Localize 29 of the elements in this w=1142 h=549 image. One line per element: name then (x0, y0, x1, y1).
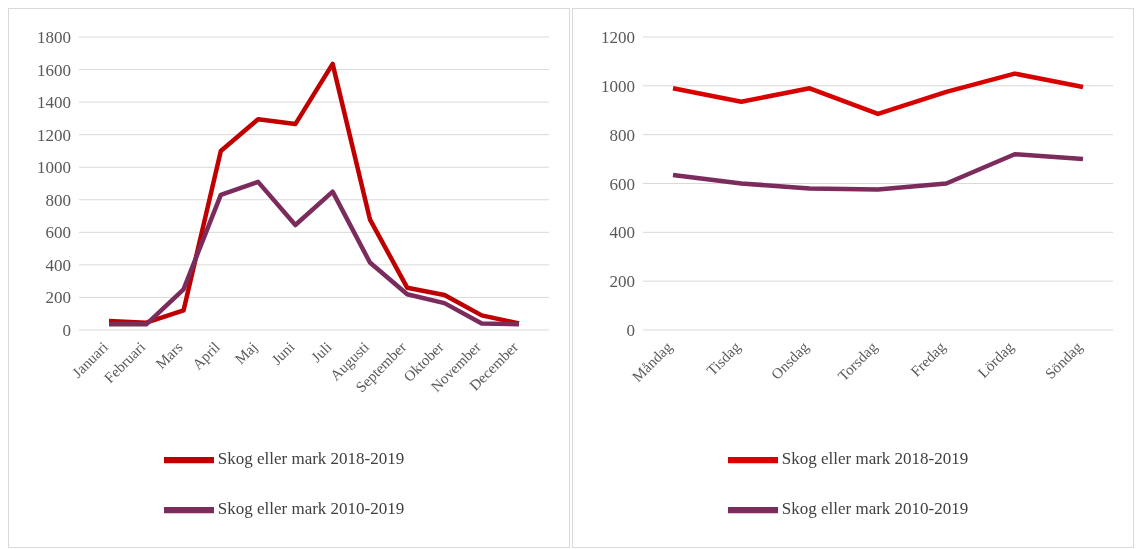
line-series (106, 179, 522, 327)
y-tick-label: 200 (45, 288, 71, 308)
legend-label: Skog eller mark 2018-2019 (781, 448, 969, 468)
legend-label: Skog eller mark 2010-2019 (217, 498, 405, 518)
y-tick-label: 600 (609, 174, 635, 194)
y-tick-label: 400 (609, 223, 635, 243)
y-tick-label: 1600 (37, 60, 71, 80)
line-series (106, 61, 522, 326)
x-tick-label: Juli (308, 338, 335, 366)
x-tick-label: Mars (152, 338, 186, 372)
line-series (670, 151, 1086, 192)
y-tick-label: 1400 (37, 93, 71, 113)
line-series (670, 71, 1086, 117)
y-tick-label: 200 (609, 272, 635, 292)
y-tick-label: 1800 (37, 28, 71, 48)
legend-label: Skog eller mark 2018-2019 (217, 448, 405, 468)
y-tick-label: 0 (62, 321, 71, 341)
x-tick-label: Maj (231, 338, 261, 368)
y-tick-label: 1000 (601, 76, 635, 96)
y-tick-label: 400 (45, 255, 71, 275)
x-tick-label: Juni (268, 338, 298, 368)
y-tick-label: 1200 (37, 125, 71, 145)
y-tick-label: 0 (626, 321, 635, 341)
y-tick-label: 1200 (601, 28, 635, 48)
legend-label: Skog eller mark 2010-2019 (781, 498, 969, 518)
y-tick-label: 1000 (37, 158, 71, 178)
y-tick-label: 800 (45, 190, 71, 210)
y-tick-label: 600 (45, 223, 71, 243)
y-tick-label: 800 (609, 125, 635, 145)
